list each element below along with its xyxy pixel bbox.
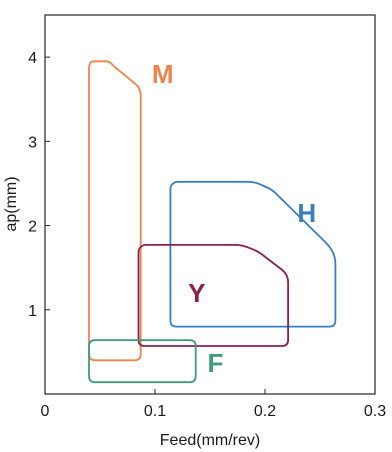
x-tick-label: 0.2 <box>254 403 276 420</box>
x-axis: 0 0.1 0.2 0.3 <box>41 389 386 420</box>
region-h <box>169 180 337 328</box>
region-label-m: M <box>152 59 174 89</box>
region-labels: M H Y F <box>152 59 316 378</box>
plot-area-background <box>45 15 375 394</box>
region-m <box>88 60 142 362</box>
y-tick-label: 4 <box>28 50 37 67</box>
region-label-h: H <box>297 198 316 228</box>
y-axis: 1 2 3 4 <box>28 50 50 320</box>
x-tick-label: 0 <box>41 403 50 420</box>
region-label-f: F <box>208 348 224 378</box>
x-tick-label: 0.1 <box>144 403 166 420</box>
y-tick-label: 2 <box>28 219 37 236</box>
plot-frame <box>44 14 376 395</box>
region-label-y: Y <box>188 278 205 308</box>
x-tick-label: 0.3 <box>364 403 386 420</box>
y-axis-label: ap(mm) <box>3 176 20 231</box>
region-f <box>88 339 197 384</box>
region-y <box>137 244 289 347</box>
x-axis-label: Feed(mm/rev) <box>160 432 260 449</box>
y-tick-label: 1 <box>28 303 37 320</box>
regions <box>88 60 337 384</box>
y-tick-label: 3 <box>28 134 37 151</box>
